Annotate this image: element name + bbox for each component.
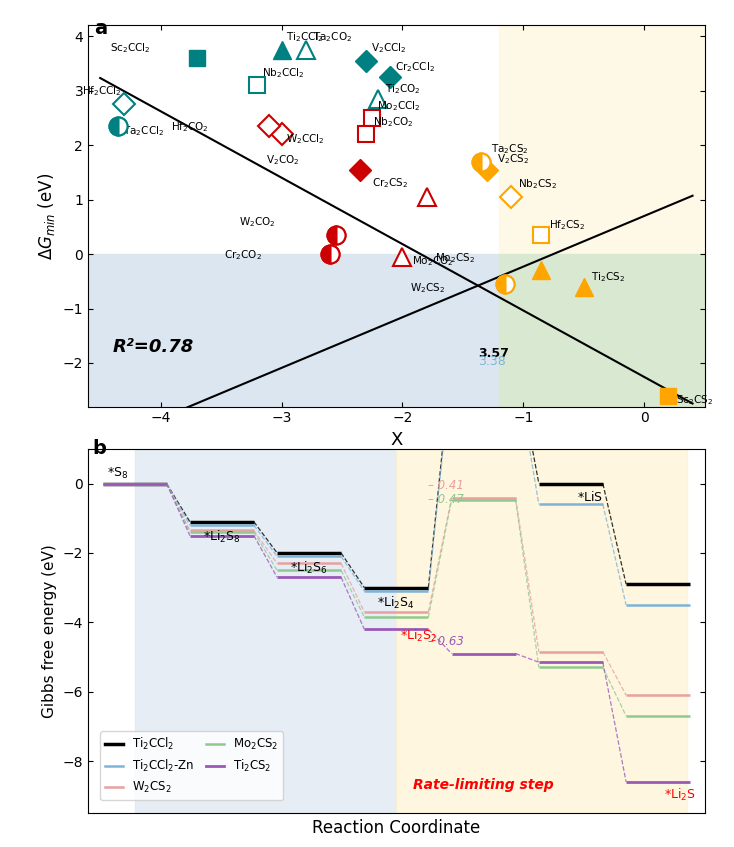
Text: $*$Li$_2$S$_2$: $*$Li$_2$S$_2$: [400, 628, 437, 644]
Text: $*$S$_8$: $*$S$_8$: [107, 466, 128, 481]
Text: Ta$_2$CS$_2$: Ta$_2$CS$_2$: [490, 142, 528, 156]
Text: b: b: [92, 439, 106, 458]
Text: – 0.41: – 0.41: [429, 479, 464, 492]
Text: $*$Li$_2$S$_8$: $*$Li$_2$S$_8$: [203, 529, 241, 545]
Text: W$_2$CO$_2$: W$_2$CO$_2$: [239, 214, 275, 229]
Text: Ta$_2$CO$_2$: Ta$_2$CO$_2$: [313, 30, 352, 44]
Text: Rate-limiting step: Rate-limiting step: [413, 778, 554, 792]
Bar: [134, 449, 396, 813]
Y-axis label: Gibbs free energy (eV): Gibbs free energy (eV): [42, 544, 57, 718]
Bar: [396, 449, 687, 813]
Text: W$_2$CS$_2$: W$_2$CS$_2$: [410, 281, 445, 295]
Text: Nb$_2$CO$_2$: Nb$_2$CO$_2$: [374, 115, 414, 129]
Text: V$_2$CS$_2$: V$_2$CS$_2$: [497, 152, 528, 166]
Legend: Ti$_2$CCl$_2$, Ti$_2$CCl$_2$-Zn, W$_2$CS$_2$, Mo$_2$CS$_2$, Ti$_2$CS$_2$: Ti$_2$CCl$_2$, Ti$_2$CCl$_2$-Zn, W$_2$CS…: [100, 731, 283, 800]
Text: Cr$_2$CCl$_2$: Cr$_2$CCl$_2$: [395, 60, 435, 74]
Y-axis label: $\Delta G_{min}$ (eV): $\Delta G_{min}$ (eV): [36, 173, 57, 259]
Text: – 0.63: – 0.63: [429, 635, 464, 648]
Text: Hf$_2$CO$_2$: Hf$_2$CO$_2$: [171, 120, 209, 135]
Text: Mo$_2$CO$_2$: Mo$_2$CO$_2$: [412, 254, 454, 268]
Text: V$_2$CO$_2$: V$_2$CO$_2$: [266, 153, 299, 167]
Text: a: a: [94, 19, 107, 37]
Bar: [88, 254, 705, 407]
Text: V$_2$CCl$_2$: V$_2$CCl$_2$: [371, 42, 407, 55]
Text: Nb$_2$CS$_2$: Nb$_2$CS$_2$: [518, 178, 558, 191]
Text: $*$Li$_2$S$_6$: $*$Li$_2$S$_6$: [290, 560, 328, 576]
Bar: [499, 25, 705, 254]
Text: $*$Li$_2$S: $*$Li$_2$S: [664, 787, 696, 803]
Text: $*$LiS: $*$LiS: [577, 490, 603, 504]
Text: Ti$_2$CS$_2$: Ti$_2$CS$_2$: [591, 269, 625, 284]
Text: Cr$_2$CS$_2$: Cr$_2$CS$_2$: [372, 176, 408, 191]
Text: Hf$_2$CS$_2$: Hf$_2$CS$_2$: [549, 218, 585, 232]
Text: Sc$_2$CS$_2$: Sc$_2$CS$_2$: [675, 393, 713, 407]
Bar: [88, 25, 705, 254]
Text: R²=0.78: R²=0.78: [112, 338, 194, 356]
Text: Mo$_2$CCl$_2$: Mo$_2$CCl$_2$: [377, 99, 421, 113]
Text: 3.38: 3.38: [478, 355, 506, 368]
Text: Sc$_2$CCl$_2$: Sc$_2$CCl$_2$: [110, 42, 151, 55]
X-axis label: X: X: [390, 431, 402, 449]
Bar: [499, 254, 705, 407]
Text: Ti$_2$CO$_2$: Ti$_2$CO$_2$: [385, 82, 421, 96]
Text: Mo$_2$CS$_2$: Mo$_2$CS$_2$: [435, 252, 475, 265]
Text: Nb$_2$CCl$_2$: Nb$_2$CCl$_2$: [262, 66, 305, 80]
Text: $*$Li$_2$S$_4$: $*$Li$_2$S$_4$: [377, 595, 415, 611]
Text: 3.57: 3.57: [478, 347, 509, 360]
X-axis label: Reaction Coordinate: Reaction Coordinate: [312, 819, 481, 837]
Text: – 0.47: – 0.47: [429, 493, 464, 506]
Text: Cr$_2$CO$_2$: Cr$_2$CO$_2$: [225, 248, 262, 263]
Text: Ta$_2$CCl$_2$: Ta$_2$CCl$_2$: [123, 125, 164, 138]
Text: Hf$_2$CCl$_2$: Hf$_2$CCl$_2$: [82, 84, 122, 97]
Text: Ti$_2$CCl$_2$: Ti$_2$CCl$_2$: [286, 30, 324, 44]
Text: W$_2$CCl$_2$: W$_2$CCl$_2$: [286, 132, 325, 147]
